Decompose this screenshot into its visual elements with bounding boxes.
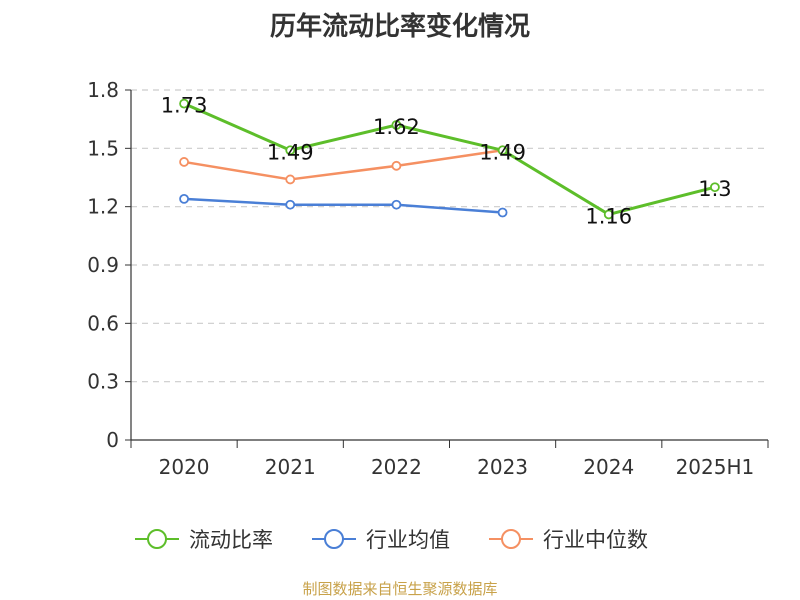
y-tick-label: 0 <box>106 428 119 452</box>
y-tick-label: 1.5 <box>87 136 119 160</box>
data-point <box>391 199 402 210</box>
legend-label: 行业中位数 <box>543 528 648 552</box>
x-tick-label: 2021 <box>265 455 316 479</box>
data-point <box>179 193 189 204</box>
legend-marker-icon <box>135 529 179 549</box>
data-point <box>497 145 508 156</box>
series-line <box>183 102 716 216</box>
legend-item-industry-mean[interactable]: 行业均值 <box>310 522 450 556</box>
data-point <box>285 199 296 210</box>
data-point <box>710 182 720 193</box>
data-label: 1.62 <box>373 115 420 139</box>
data-point <box>179 157 189 167</box>
y-tick-label: 1.8 <box>87 78 119 102</box>
legend-item-industry-median[interactable]: 行业中位数 <box>487 522 648 556</box>
data-point <box>285 145 296 156</box>
data-label: 1.3 <box>698 177 731 201</box>
y-tick-label: 0.3 <box>87 370 119 394</box>
data-point <box>179 98 189 109</box>
x-tick-label: 2023 <box>477 455 528 479</box>
legend-marker-icon <box>489 529 533 549</box>
data-label: 1.49 <box>479 140 526 164</box>
chart-legend: 流动比率 行业均值 行业中位数 <box>0 522 800 556</box>
x-tick-label: 2025H1 <box>676 455 755 479</box>
data-label: 1.73 <box>161 94 208 118</box>
source-note: 制图数据来自恒生聚源数据库 <box>302 580 498 598</box>
x-tick-label: 2022 <box>371 455 422 479</box>
x-tick-label: 2020 <box>159 455 210 479</box>
legend-marker-icon <box>312 529 356 549</box>
data-point <box>391 120 402 130</box>
data-point <box>391 160 402 171</box>
legend-item-current-ratio[interactable]: 流动比率 <box>133 522 273 556</box>
data-point <box>603 209 614 220</box>
data-label: 1.16 <box>585 204 632 228</box>
chart-title: 历年流动比率变化情况 <box>269 12 530 42</box>
data-label: 1.49 <box>267 140 314 164</box>
y-tick-label: 0.9 <box>87 253 119 277</box>
series-line <box>183 149 503 181</box>
data-point <box>285 174 296 185</box>
x-tick-label: 2024 <box>583 455 634 479</box>
y-tick-label: 0.6 <box>87 311 119 335</box>
legend-label: 流动比率 <box>189 528 273 552</box>
series-line <box>184 197 503 214</box>
y-tick-label: 1.2 <box>87 195 119 219</box>
data-point <box>497 207 508 218</box>
legend-label: 行业均值 <box>366 528 450 552</box>
